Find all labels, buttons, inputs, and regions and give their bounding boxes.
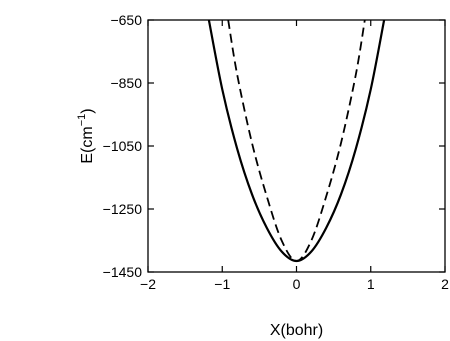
y-axis-ticks: −1450 −1250 −1050 −850 −650: [103, 12, 445, 280]
x-tick-label: 0: [293, 276, 301, 292]
y-axis-title: E(cm−1): [76, 108, 96, 163]
x-tick-label: −1: [214, 276, 230, 292]
y-tick-label: −1250: [103, 201, 143, 217]
y-tick-label: −850: [110, 75, 142, 91]
x-axis-ticks: −2 −1 0 1 2: [140, 20, 449, 292]
series-group: [207, 20, 386, 263]
y-tick-label: −650: [110, 12, 142, 28]
y-axis-title-close: ): [79, 108, 96, 113]
x-tick-label: −2: [140, 276, 156, 292]
y-tick-label: −1050: [103, 138, 143, 154]
dashed-curve: [227, 20, 366, 262]
x-tick-label: 1: [367, 276, 375, 292]
plot-area-frame: [147, 19, 446, 273]
x-tick-label: 2: [441, 276, 449, 292]
y-axis-title-main: E(cm: [79, 126, 96, 163]
x-axis-title: X(bohr): [270, 322, 323, 339]
y-tick-label: −1450: [103, 264, 143, 280]
y-axis-title-superscript: −1: [76, 114, 88, 127]
solid-curve: [207, 20, 386, 263]
